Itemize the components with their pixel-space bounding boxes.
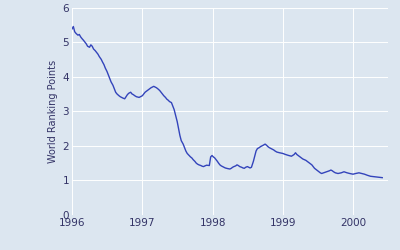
Y-axis label: World Ranking Points: World Ranking Points <box>48 60 58 163</box>
